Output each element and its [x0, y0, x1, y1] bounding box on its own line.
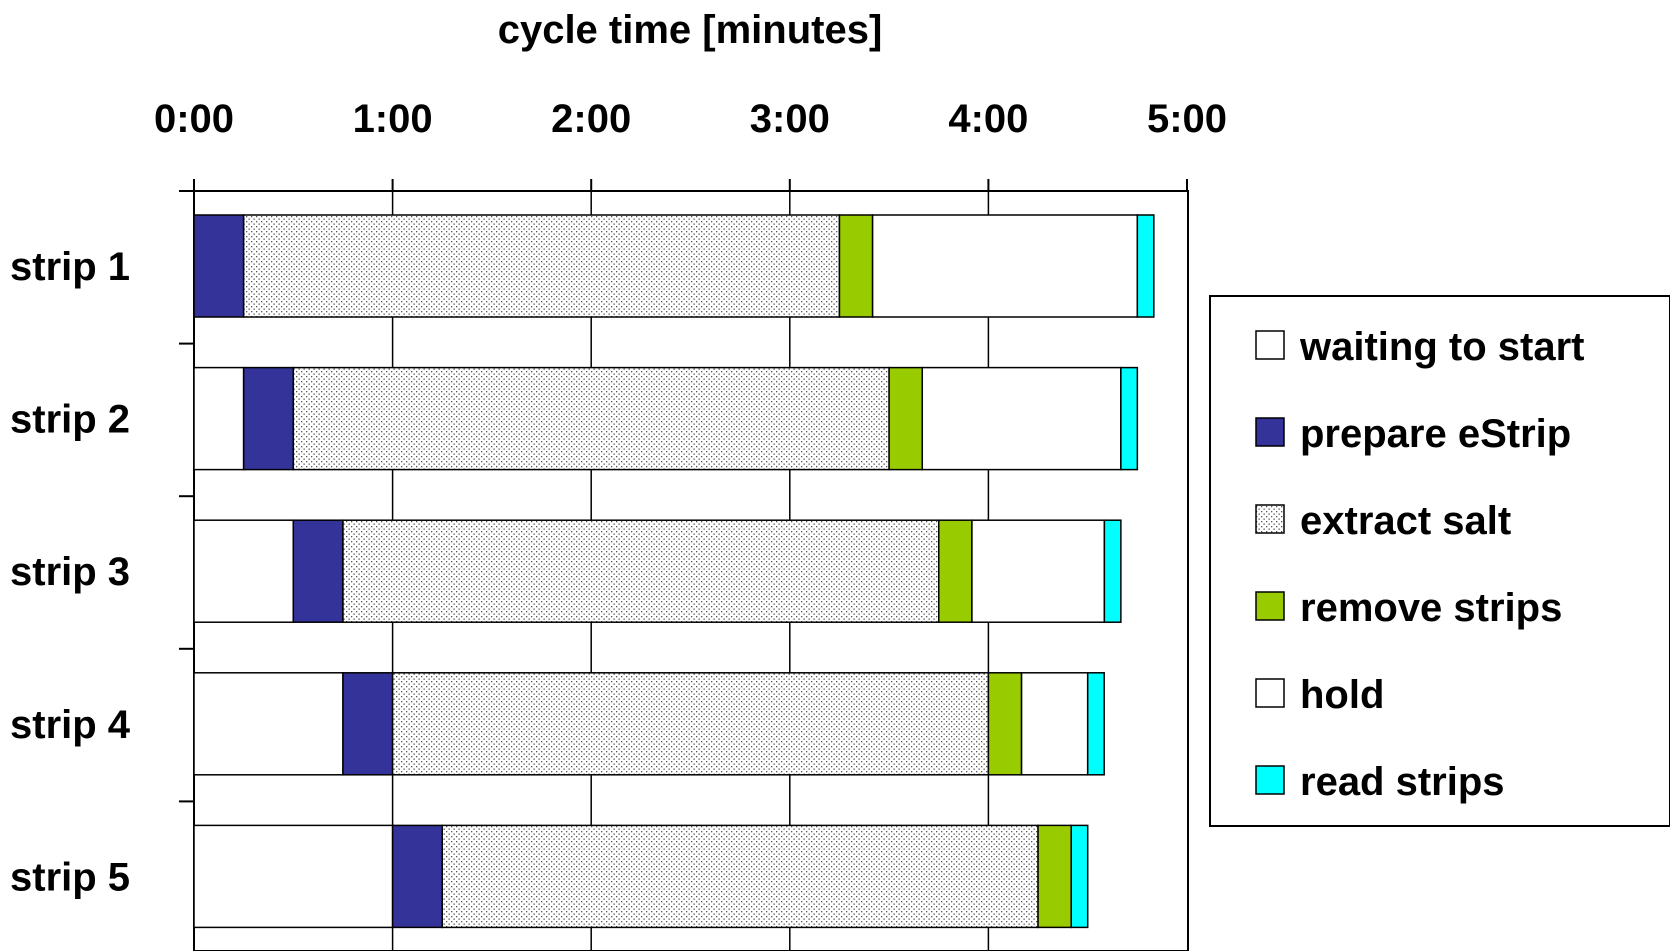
legend-label: waiting to start [1299, 325, 1584, 369]
y-tick-labels: strip 1 strip 2 strip 3 strip 4 strip 5 [10, 245, 131, 899]
bar-segment-read-strips [1086, 672, 1105, 776]
x-tick-labels: 0:00 1:00 2:00 3:00 4:00 5:00 [154, 97, 1227, 141]
bar-segment-prepare-estrip [193, 214, 245, 318]
bar-segment-waiting-to-start [193, 672, 344, 776]
bar-segment-read-strips [1120, 366, 1139, 471]
y-tick-label: strip 5 [10, 855, 130, 899]
y-tick-label: strip 2 [10, 398, 130, 442]
legend-swatch [1255, 504, 1285, 534]
legend-label: remove strips [1300, 586, 1562, 630]
bar-segment-prepare-estrip [342, 672, 394, 776]
bar-segment-remove-strips [888, 366, 924, 471]
bar-segment-waiting-to-start [193, 366, 245, 471]
bar-segment-remove-strips [1037, 824, 1072, 929]
x-tick-label: 3:00 [750, 97, 830, 141]
legend-swatch [1255, 591, 1285, 621]
legend-swatch [1255, 417, 1285, 447]
y-tick-label: strip 1 [10, 245, 130, 289]
legend-swatch [1255, 678, 1285, 708]
bar-segment-hold [921, 366, 1122, 471]
chart-title: cycle time [minutes] [498, 8, 883, 52]
bar-segment-extract-salt [242, 214, 841, 318]
legend-label: read strips [1300, 760, 1505, 804]
bar-segment-read-strips [1136, 214, 1155, 318]
bar-segment-read-strips [1070, 824, 1089, 929]
bar-segment-read-strips [1103, 519, 1122, 623]
bar-segment-prepare-estrip [292, 519, 344, 623]
legend-label: prepare eStrip [1300, 412, 1571, 456]
bar-segment-prepare-estrip [242, 366, 295, 471]
axis-ticks [179, 179, 1188, 803]
bar-segment-hold [1020, 672, 1089, 776]
y-tick-label: strip 4 [10, 703, 131, 747]
bar-segment-remove-strips [938, 519, 973, 623]
bar-segment-remove-strips [838, 214, 874, 318]
legend: waiting to start prepare eStrip extract sa… [1209, 295, 1670, 827]
legend-swatch [1255, 330, 1285, 360]
bar-segment-hold [871, 214, 1139, 318]
bar-segment-extract-salt [441, 824, 1039, 929]
x-tick-label: 1:00 [353, 97, 433, 141]
legend-items: waiting to start prepare eStrip extract sa… [1255, 325, 1584, 804]
bar-segment-extract-salt [391, 672, 990, 776]
bar-segment-hold [971, 519, 1106, 623]
bar-segment-waiting-to-start [193, 824, 394, 929]
legend-label: extract salt [1300, 499, 1511, 543]
legend-label: hold [1300, 673, 1384, 717]
bars [193, 214, 1155, 929]
legend-box [1209, 295, 1670, 827]
x-tick-label: 0:00 [154, 97, 234, 141]
bar-segment-extract-salt [292, 366, 890, 471]
y-tick-label: strip 3 [10, 550, 130, 594]
legend-swatch [1255, 765, 1285, 795]
x-tick-label: 5:00 [1147, 97, 1227, 141]
bar-segment-remove-strips [987, 672, 1023, 776]
bar-segment-waiting-to-start [193, 519, 295, 623]
x-tick-label: 4:00 [948, 97, 1028, 141]
bar-segment-extract-salt [342, 519, 940, 623]
bar-segment-prepare-estrip [391, 824, 444, 929]
x-tick-label: 2:00 [551, 97, 631, 141]
